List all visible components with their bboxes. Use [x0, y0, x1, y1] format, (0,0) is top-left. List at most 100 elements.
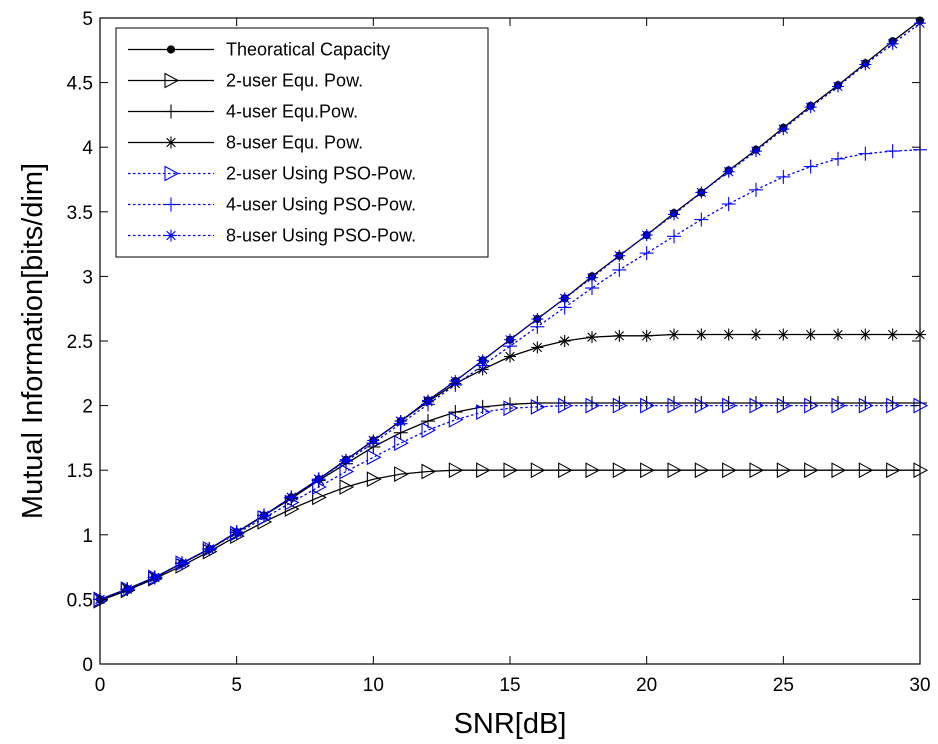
data-point [667, 396, 681, 411]
data-point [448, 411, 464, 428]
data-point [476, 354, 489, 367]
data-point [750, 328, 762, 341]
legend-label: 4-user Equ.Pow. [226, 102, 358, 122]
y-tick-label: 5 [82, 9, 93, 30]
data-point [612, 397, 628, 414]
data-point [804, 328, 817, 341]
data-point [858, 146, 873, 161]
data-point [421, 463, 437, 480]
data-point [312, 489, 327, 506]
data-point [722, 165, 735, 178]
data-point [886, 37, 899, 50]
data-point [586, 331, 598, 344]
data-point [832, 80, 844, 93]
data-point [448, 405, 463, 420]
data-point [749, 462, 765, 479]
data-point [667, 229, 681, 244]
x-tick-label: 30 [909, 675, 930, 696]
y-tick-label: 3.5 [67, 203, 93, 224]
data-point [749, 182, 763, 197]
data-point [694, 396, 709, 411]
legend: Theoratical Capacity 2-user Equ. Pow. 4-us… [115, 27, 489, 258]
data-point [613, 329, 626, 342]
data-point [722, 397, 737, 414]
data-point [585, 397, 601, 414]
data-point [230, 526, 243, 539]
data-point [858, 396, 873, 411]
data-point [831, 397, 847, 414]
data-point [831, 396, 845, 411]
data-point [612, 262, 627, 277]
data-point [558, 462, 573, 479]
y-tick-label: 0 [82, 655, 93, 676]
data-point [803, 396, 818, 411]
data-point [722, 462, 737, 479]
legend-entry: Theoratical Capacity [128, 40, 390, 60]
y-tick-label: 2.5 [67, 332, 93, 353]
data-point [694, 397, 710, 414]
data-point [859, 58, 872, 71]
data-point [585, 396, 599, 411]
legend-marker [164, 165, 180, 182]
legend-marker [164, 104, 178, 119]
legend-marker [164, 197, 178, 212]
data-point [176, 557, 188, 570]
data-point [586, 271, 598, 284]
legend-label: 8-user Equ. Pow. [226, 133, 363, 153]
data-point [613, 249, 626, 262]
data-point [668, 208, 680, 221]
data-point [531, 341, 544, 354]
data-point [394, 435, 409, 451]
data-point [203, 543, 216, 556]
data-point [394, 466, 409, 482]
data-point [803, 159, 818, 174]
data-point [694, 462, 710, 479]
data-point [558, 292, 571, 305]
data-point [721, 197, 736, 212]
data-point [886, 397, 901, 414]
data-point [612, 462, 628, 479]
data-point [832, 328, 844, 341]
y-axis-label: Mutual Information[bits/dim] [17, 163, 49, 519]
data-point [804, 397, 819, 414]
data-point [776, 396, 791, 411]
legend-entry: 2-user Equ. Pow. [128, 71, 363, 91]
data-point [639, 246, 654, 261]
data-point [367, 434, 380, 447]
data-point [885, 396, 900, 411]
data-point [777, 123, 790, 136]
data-point [776, 462, 792, 479]
ticks-layer: 0 5 10 15 20 25 30 0 0.5 1 1.5 2 2.5 3 3.5 4 4.5 5 [67, 9, 931, 696]
data-point [639, 396, 654, 411]
legend-label: 8-user Using PSO-Pow. [226, 226, 416, 246]
y-tick-label: 1.5 [67, 461, 93, 482]
data-point [585, 462, 601, 479]
x-tick-label: 25 [773, 675, 794, 696]
x-tick-label: 5 [231, 675, 242, 696]
y-tick-label: 4.5 [67, 74, 93, 95]
data-point [776, 169, 791, 184]
legend-label: 4-user Using PSO-Pow. [226, 195, 416, 215]
data-point [858, 462, 874, 479]
x-axis-label: SNR[dB] [454, 708, 567, 740]
data-point [312, 473, 325, 486]
data-point [121, 583, 134, 596]
data-point [695, 328, 708, 341]
legend-entry: 8-user Equ. Pow. [128, 133, 363, 153]
data-point [558, 397, 573, 414]
y-tick-label: 0.5 [67, 590, 93, 611]
legend-entry: 4-user Using PSO-Pow. [128, 195, 416, 215]
x-tick-label: 15 [499, 675, 520, 696]
data-point [558, 335, 571, 347]
data-point [530, 462, 546, 479]
data-point [831, 151, 845, 166]
x-tick-label: 10 [363, 675, 384, 696]
data-point [886, 328, 899, 341]
y-tick-label: 4 [82, 138, 93, 159]
legend-entry: 8-user Using PSO-Pow. [128, 226, 416, 246]
data-point [449, 375, 462, 388]
legend-marker [165, 229, 177, 242]
data-point [421, 422, 437, 439]
data-point [777, 328, 790, 341]
